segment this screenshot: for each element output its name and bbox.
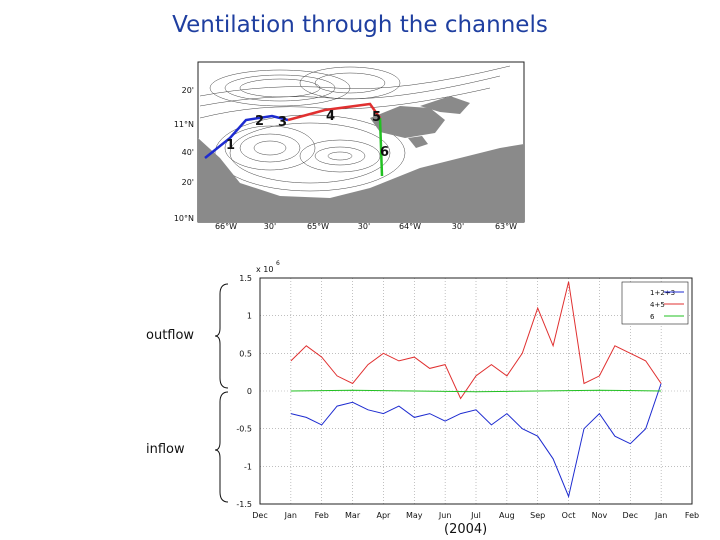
lon-label: 63°W — [495, 222, 517, 231]
inflow-bracket — [214, 391, 229, 503]
y-tick-label: 0.5 — [239, 349, 252, 358]
chart-series — [290, 281, 662, 499]
channel-map: 1 2 3 4 5 6 20' 11°N 40' 20' 10°N 66°W 3… — [174, 61, 525, 231]
transport-chart: 1.5 1 0.5 0 -0.5 -1 -1.5 Dec Jan Feb Mar Apr May Jun… — [236, 260, 699, 520]
lat-label: 20' — [182, 86, 194, 95]
legend-label: 6 — [650, 313, 655, 321]
x-tick-label: Apr — [377, 511, 392, 520]
chart-legend: 1+2+3 4+5 6 — [621, 281, 689, 325]
section-line-4-5 — [287, 102, 382, 122]
y-exponent-power: 6 — [276, 260, 280, 267]
y-tick-label: 1.5 — [239, 274, 252, 283]
x-tick-label: Dec — [252, 511, 267, 520]
inflow-label: inflow — [146, 442, 185, 457]
series-line-4+5 — [290, 281, 662, 400]
section-line-6 — [378, 117, 384, 177]
x-tick-label: Jan — [654, 511, 667, 520]
slide-title: Ventilation through the channels — [172, 12, 548, 38]
map-contours — [199, 65, 511, 192]
series-line-6 — [290, 389, 662, 393]
x-tick-label: Mar — [345, 511, 361, 520]
legend-box — [621, 281, 689, 325]
x-tick-label: Jun — [438, 511, 452, 520]
x-tick-label: Feb — [685, 511, 699, 520]
lat-label: 20' — [182, 178, 194, 187]
section-label-2: 2 — [255, 114, 264, 129]
lon-label: 30' — [264, 222, 276, 231]
chart-frame — [259, 277, 693, 505]
lon-label: 30' — [452, 222, 464, 231]
x-tick-label: Dec — [623, 511, 638, 520]
section-label-1: 1 — [226, 138, 235, 153]
outflow-label: outflow — [146, 328, 195, 343]
legend-label: 1+2+3 — [650, 289, 675, 297]
y-tick-labels: 1.5 1 0.5 0 -0.5 -1 -1.5 — [236, 274, 252, 509]
section-label-4: 4 — [326, 109, 335, 124]
section-label-5: 5 — [372, 110, 381, 125]
y-exponent-label: x 10 — [256, 265, 273, 274]
outflow-bracket — [214, 283, 229, 389]
lon-label: 30' — [358, 222, 370, 231]
x-tick-label: Jan — [284, 511, 297, 520]
x-tick-label: Sep — [530, 511, 545, 520]
lon-label: 66°W — [215, 222, 237, 231]
flow-brackets — [214, 283, 229, 503]
y-tick-label: 0 — [247, 387, 252, 396]
section-label-6: 6 — [380, 145, 389, 160]
x-tick-label: Jul — [470, 511, 481, 520]
lon-label: 65°W — [307, 222, 329, 231]
section-line-1-2-3 — [204, 114, 289, 159]
y-tick-label: 1 — [247, 312, 252, 321]
lat-label: 10°N — [174, 214, 194, 223]
lat-label: 11°N — [174, 120, 194, 129]
lon-label: 64°W — [399, 222, 421, 231]
y-tick-label: -1.5 — [236, 500, 252, 509]
x-tick-label: Aug — [499, 511, 515, 520]
legend-label: 4+5 — [650, 301, 665, 309]
x-tick-label: Feb — [315, 511, 329, 520]
year-label: (2004) — [444, 522, 488, 537]
y-tick-label: -1 — [244, 462, 252, 471]
series-line-1+2+3 — [290, 383, 662, 499]
lat-label: 40' — [182, 148, 194, 157]
section-label-3: 3 — [278, 115, 287, 130]
x-tick-label: May — [406, 511, 423, 520]
x-tick-label: Nov — [592, 511, 608, 520]
x-tick-label: Oct — [562, 511, 576, 520]
map-land — [198, 96, 524, 222]
x-tick-labels: Dec Jan Feb Mar Apr May Jun Jul Aug Sep Oct Nov Dec J… — [252, 511, 699, 520]
y-tick-label: -0.5 — [236, 425, 252, 434]
